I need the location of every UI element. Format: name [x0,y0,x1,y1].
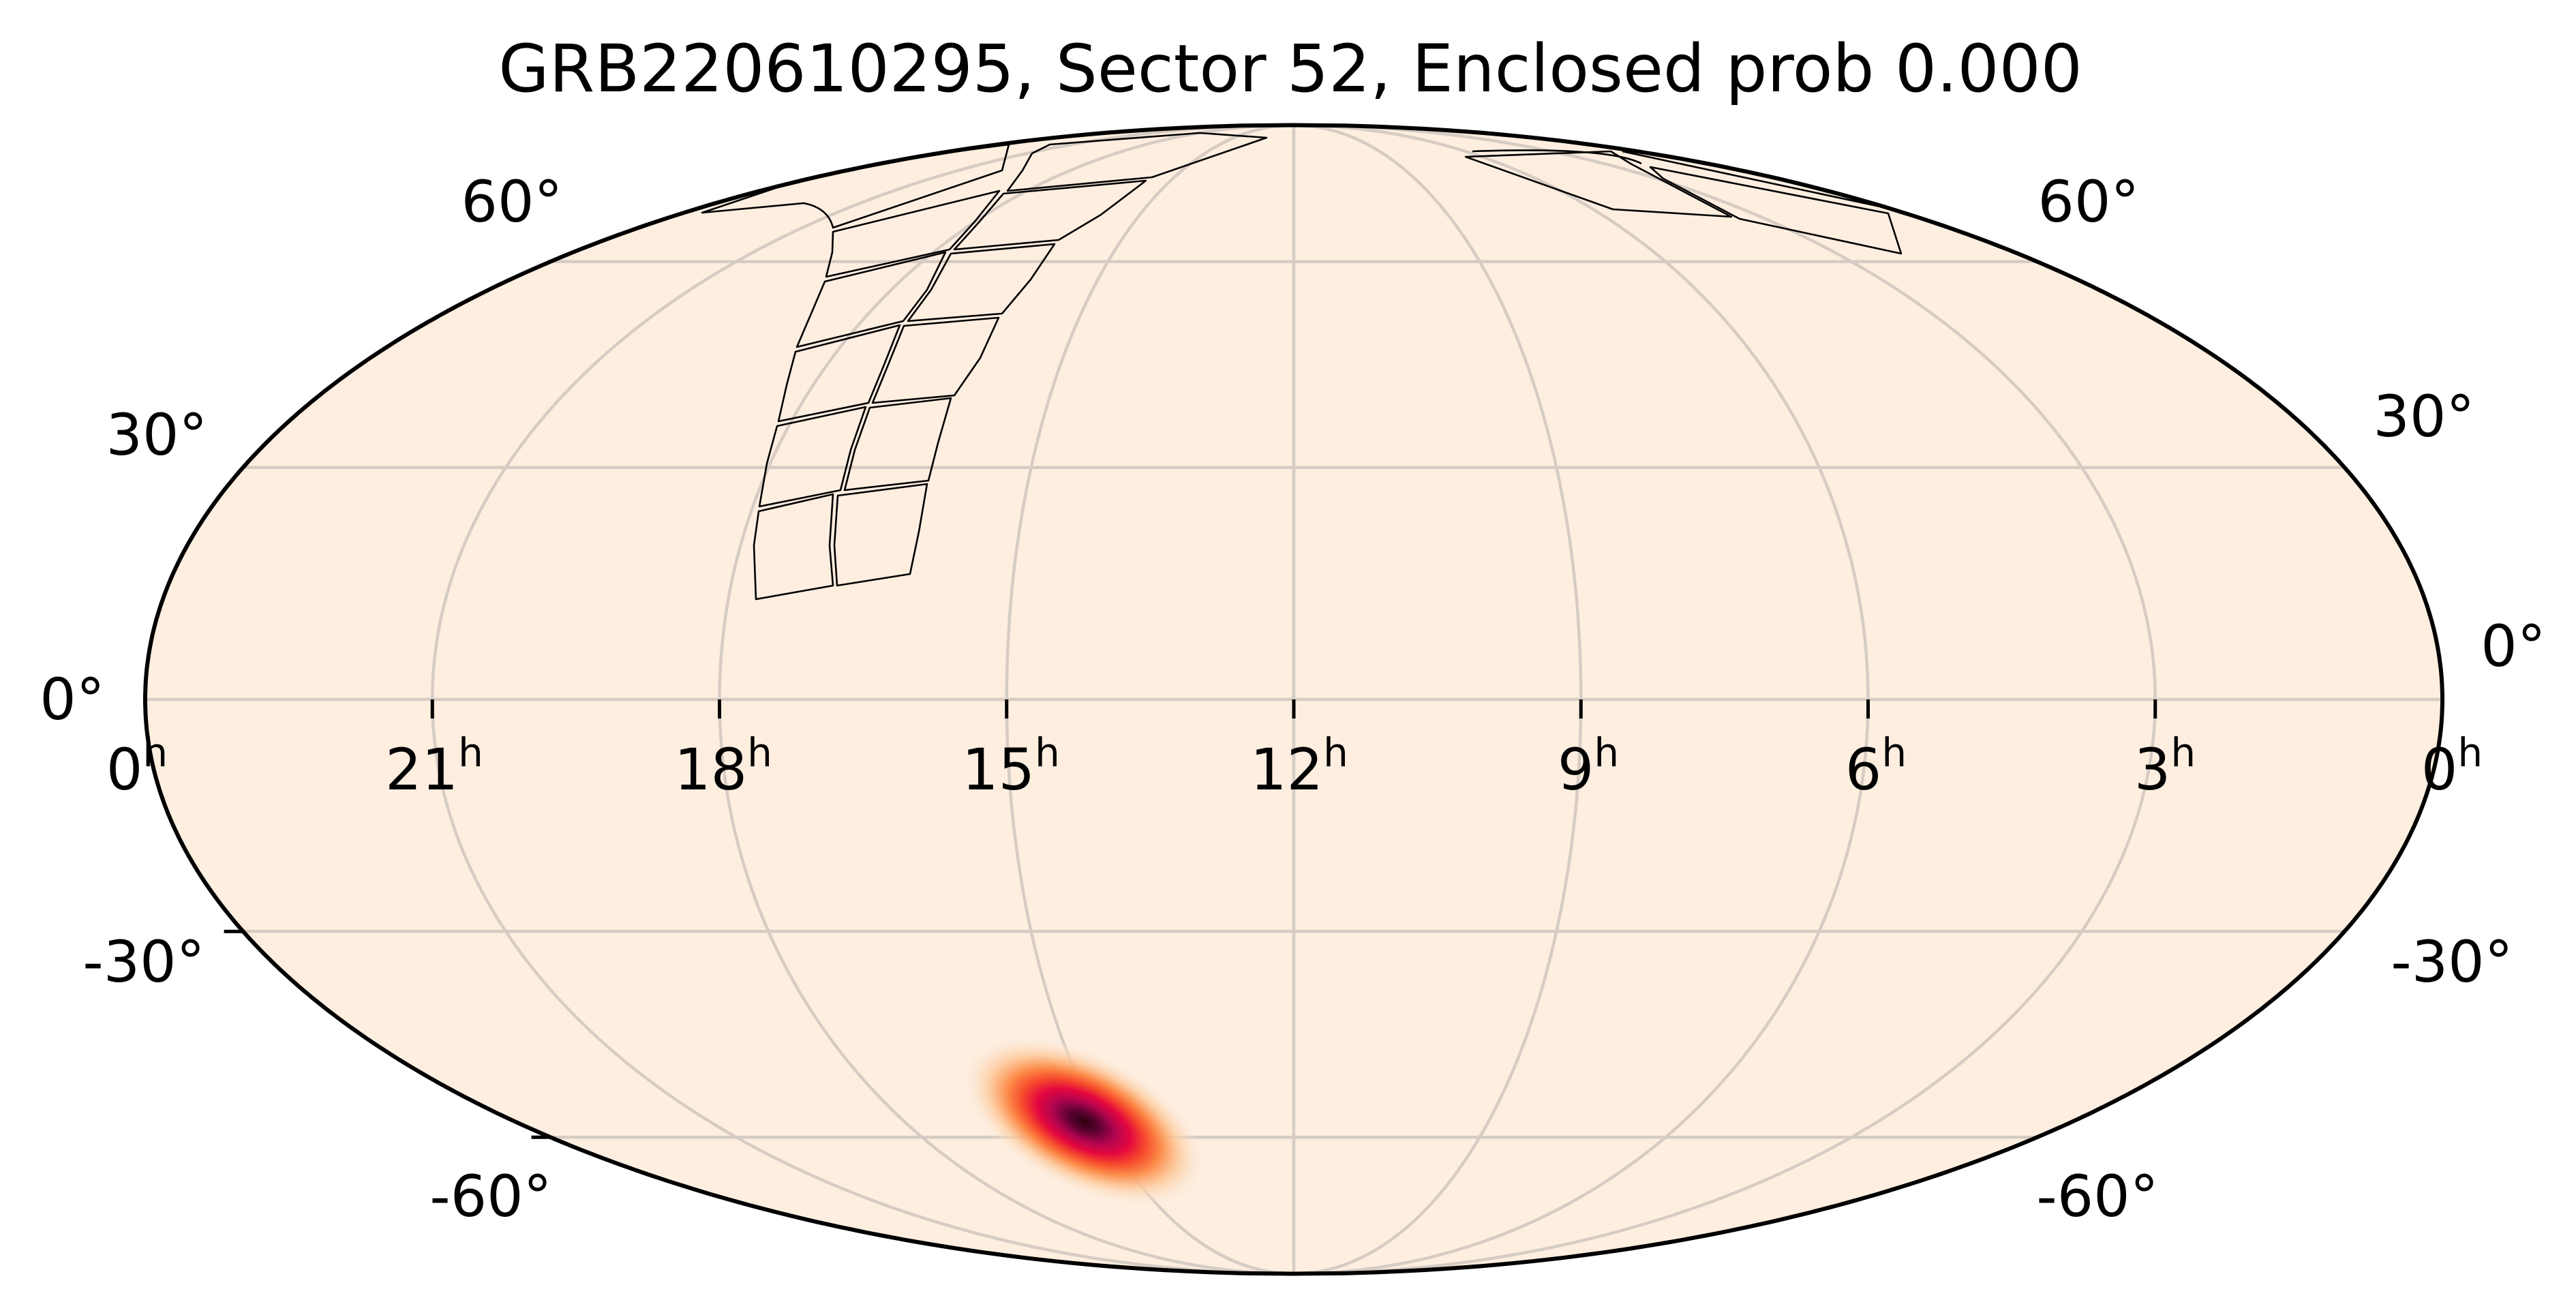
dec-left-0: 0° [40,666,104,733]
ccd-footprint [1649,166,1903,255]
map-frame [143,123,2444,1276]
ra-label-0-right: 0h [2421,729,2483,803]
ccd-footprint [1006,132,1268,192]
axis-ticks [224,699,2157,1139]
dec-right-30: 30° [2374,383,2475,450]
ccd-footprint [833,483,928,587]
tess-ccd-footprints [701,132,1909,601]
dec-tick-labels-left: 60° 30° 0° -30° -60° [40,168,562,1230]
dec-left-minus30: -30° [82,928,204,995]
ra-label-18: 18h [674,729,772,803]
dec-left-60: 60° [461,168,563,235]
ra-label-0: 0h [106,729,168,803]
dec-right-minus60: -60° [2036,1163,2158,1230]
probability-hotspot [961,1036,1207,1207]
ccd-footprint [1472,149,1642,165]
ra-label-6: 6h [1845,729,1907,803]
ra-label-12: 12h [1250,729,1348,803]
dec-left-minus60: -60° [429,1163,551,1230]
ccd-footprint [758,406,867,508]
dec-tick-labels-right: 60° 30° 0° -30° -60° [2036,168,2545,1230]
ccd-footprint [825,190,1001,278]
ccd-footprint [753,493,834,601]
ra-label-3: 3h [2134,729,2196,803]
ccd-footprint [871,316,1000,404]
ccd-footprint [1622,150,1909,214]
ra-label-9: 9h [1558,729,1619,803]
dec-right-60: 60° [2038,168,2140,235]
dec-left-30: 30° [106,402,208,468]
dec-right-0: 0° [2481,613,2545,680]
dec-right-minus30: -30° [2391,928,2513,995]
ra-label-21: 21h [385,729,483,803]
ccd-footprint [843,397,952,492]
ra-tick-labels: 0h 21h 18h 15h 12h 9h 6h 3h 0h [106,729,2483,803]
ra-label-15: 15h [962,729,1060,803]
ccd-footprint [777,324,901,423]
chart-title: GRB220610295, Sector 52, Enclosed prob 0… [498,31,2082,107]
ccd-footprint [953,179,1147,251]
ccd-footprint [795,251,947,348]
ccd-footprint [907,243,1056,322]
